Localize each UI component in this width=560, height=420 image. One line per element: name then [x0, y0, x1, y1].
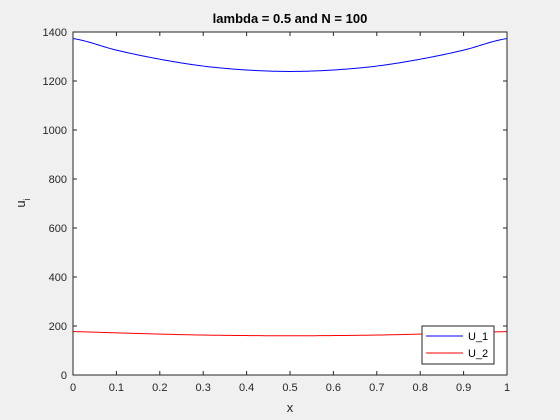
x-axis-label: x — [287, 400, 294, 415]
svg-text:ui: ui — [13, 198, 32, 207]
legend-label-u2: U_2 — [468, 348, 488, 360]
plot-area — [73, 32, 507, 375]
x-tick-label: 1 — [504, 382, 510, 394]
y-tick-label: 1200 — [43, 76, 67, 88]
legend-box — [421, 325, 495, 365]
x-tick-label: 0.2 — [152, 382, 167, 394]
legend: U_1 U_2 — [421, 325, 495, 365]
legend-label-u1: U_1 — [468, 331, 488, 343]
y-axis-label: u — [13, 200, 28, 207]
x-tick-label: 0.6 — [326, 382, 341, 394]
y-axis-label-group: ui — [13, 198, 32, 207]
axes-box — [72, 31, 508, 376]
x-tick-label: 0.1 — [109, 382, 124, 394]
y-tick-label: 1400 — [43, 27, 67, 39]
series-line-u1 — [72, 38, 508, 72]
ticks-layer: 0 0.1 0.2 0.3 0.4 0.5 0.6 0.7 0.8 0.9 1 0 200 400 600 8… — [43, 27, 511, 394]
y-tick-label: 600 — [49, 223, 67, 235]
x-tick-label: 0.5 — [282, 382, 297, 394]
x-tick-label: 0.9 — [456, 382, 471, 394]
chart-title: lambda = 0.5 and N = 100 — [213, 11, 368, 26]
x-tick-label: 0.8 — [413, 382, 428, 394]
y-tick-label: 400 — [49, 272, 67, 284]
y-tick-label: 800 — [49, 174, 67, 186]
x-tick-label: 0 — [70, 382, 76, 394]
y-tick-label: 0 — [61, 370, 67, 382]
x-tick-label: 0.7 — [369, 382, 384, 394]
y-tick-label: 1000 — [43, 125, 67, 137]
x-tick-label: 0.3 — [196, 382, 211, 394]
y-tick-label: 200 — [49, 321, 67, 333]
y-axis-label-subscript: i — [22, 198, 32, 200]
x-tick-label: 0.4 — [239, 382, 254, 394]
